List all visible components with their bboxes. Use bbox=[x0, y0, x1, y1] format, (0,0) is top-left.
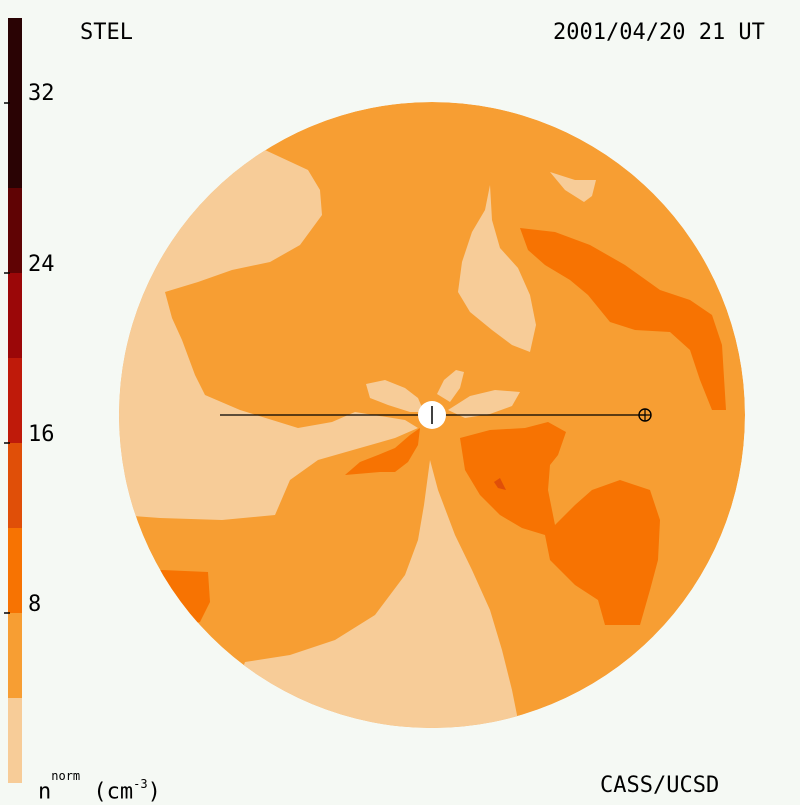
earth-icon bbox=[639, 409, 651, 421]
unit-open: (cm bbox=[80, 779, 133, 804]
colorbar-label-24: 24 bbox=[28, 254, 55, 276]
colorbar bbox=[4, 18, 22, 783]
colorbar-label-32: 32 bbox=[28, 83, 55, 105]
unit-close: ) bbox=[148, 779, 161, 804]
colorbar-level-6 bbox=[8, 273, 22, 358]
colorbar-label-8: 8 bbox=[28, 594, 41, 616]
high-density-southwest bbox=[100, 570, 210, 630]
colorbar-level-7 bbox=[8, 188, 22, 273]
datetime-label: 2001/04/20 21 UT bbox=[553, 22, 765, 44]
density-symbol: n bbox=[38, 779, 51, 804]
colorbar-label-16: 16 bbox=[28, 424, 55, 446]
colorbar-level-8 bbox=[8, 18, 22, 188]
credit-label: CASS/UCSD bbox=[600, 775, 719, 797]
unit-exponent: -3 bbox=[133, 777, 147, 791]
colorbar-level-4 bbox=[8, 443, 22, 528]
colorbar-unit-label: nnorm (cm-3) bbox=[38, 775, 161, 805]
colorbar-level-2 bbox=[8, 613, 22, 698]
colorbar-level-1 bbox=[8, 698, 22, 783]
colorbar-level-3 bbox=[8, 528, 22, 613]
colorbar-level-5 bbox=[8, 358, 22, 443]
instrument-label: STEL bbox=[80, 22, 133, 44]
density-superscript: norm bbox=[51, 769, 80, 783]
